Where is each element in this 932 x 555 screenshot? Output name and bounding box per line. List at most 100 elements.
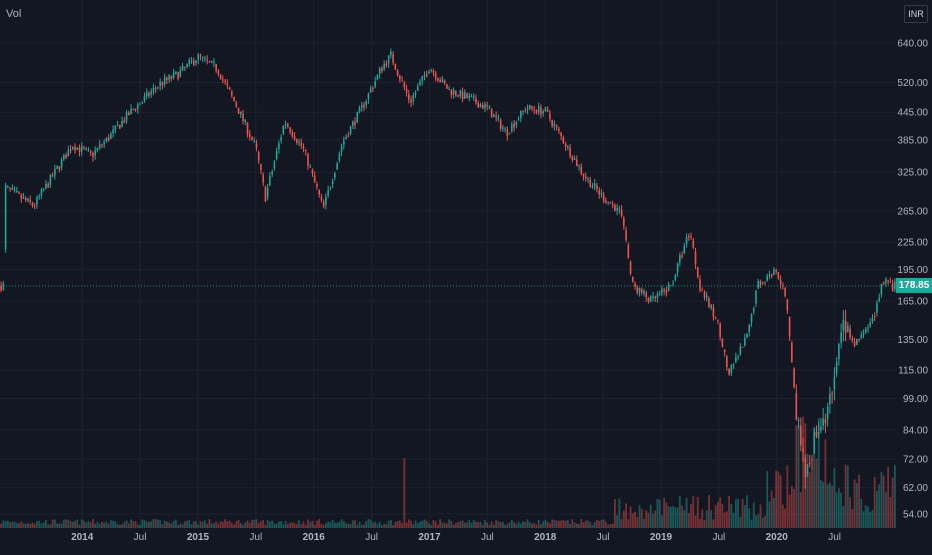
currency-badge[interactable]: INR	[904, 5, 928, 23]
candle-body	[649, 296, 652, 302]
volume-bar	[672, 506, 675, 528]
candle-body	[692, 240, 695, 248]
candle-body	[856, 339, 858, 345]
volume-bar	[105, 521, 108, 528]
candle-body	[634, 283, 636, 287]
volume-bar	[316, 520, 318, 528]
candle-body	[392, 54, 394, 63]
price-axis[interactable]: 640.00 520.00 445.00 385.00 325.00 265.00 225.…	[897, 39, 928, 521]
volume-bar	[867, 506, 869, 528]
candle-body	[703, 292, 706, 297]
candle-body	[313, 175, 316, 182]
candle-body	[457, 94, 459, 97]
candle-body	[217, 70, 220, 75]
volume-bar	[257, 523, 260, 528]
volume-bar	[781, 504, 784, 528]
volume-bar	[761, 517, 764, 528]
volume-bar	[452, 524, 455, 528]
volume-bar	[562, 519, 565, 528]
candle-body	[773, 269, 775, 275]
volume-bar	[613, 499, 616, 528]
candle-body	[381, 68, 383, 72]
candle-body	[842, 319, 845, 331]
volume-bar	[165, 521, 168, 528]
candle-body	[181, 66, 184, 71]
candle-body	[567, 145, 569, 148]
candle-body	[623, 218, 625, 227]
volume-bar	[685, 498, 688, 528]
volume-bar	[264, 524, 267, 528]
volume-bar	[295, 523, 298, 528]
candle-body	[432, 70, 435, 73]
price-tick-label: 325.00	[897, 168, 928, 179]
candle-body	[717, 319, 719, 321]
candle-body	[582, 173, 585, 177]
price-tick-label: 445.00	[897, 108, 928, 119]
volume-bar	[490, 521, 493, 528]
candle-body	[240, 111, 242, 115]
candle-body	[376, 74, 379, 80]
candle-body	[123, 120, 126, 123]
candle-body	[331, 181, 334, 185]
price-tick-label: 640.00	[897, 39, 928, 50]
volume-bar	[656, 498, 659, 528]
volume-bar	[537, 519, 540, 528]
candle-body	[340, 146, 343, 152]
volume-bar	[197, 524, 200, 528]
candle-body	[215, 63, 217, 71]
candle-body	[455, 91, 457, 96]
volume-bar	[51, 519, 54, 528]
candle-body	[598, 190, 600, 195]
candle-body	[779, 279, 782, 285]
time-tick-label: 2018	[534, 532, 557, 543]
volume-bar	[629, 506, 632, 528]
volume-bar	[786, 465, 789, 528]
volume-bar	[369, 519, 372, 528]
candle-body	[764, 281, 766, 283]
time-tick-label: Jul	[249, 532, 262, 543]
candle-body	[298, 141, 300, 143]
volume-bar	[602, 519, 605, 528]
volume-bar	[340, 519, 343, 528]
volume-bar	[468, 520, 471, 528]
candle-body	[735, 357, 737, 363]
time-tick-label: Jul	[134, 532, 147, 543]
candle-body	[676, 263, 679, 273]
volume-bar	[481, 524, 484, 528]
candle-body	[555, 125, 558, 128]
candle-body	[627, 244, 630, 258]
candle-body	[876, 303, 878, 313]
candle-body	[2, 283, 5, 290]
volume-bar	[284, 521, 287, 528]
candle-body	[739, 347, 742, 355]
candle-body	[280, 137, 282, 141]
candle-body	[38, 196, 40, 198]
candle-body	[643, 291, 645, 294]
volume-bar	[62, 519, 65, 528]
candle-body	[450, 89, 453, 96]
volume-bar	[692, 496, 695, 528]
volume-bar	[356, 524, 359, 528]
candle-body	[614, 205, 616, 212]
candle-body	[199, 55, 202, 57]
volume-bar	[719, 497, 722, 528]
candle-body	[757, 281, 760, 289]
volume-bar	[244, 522, 247, 528]
candle-body	[76, 147, 79, 150]
volume-bar	[307, 519, 309, 528]
volume-bar	[327, 521, 330, 528]
candle-body	[51, 175, 54, 177]
time-axis[interactable]: 2014 Jul 2015 Jul 2016 Jul 2017 Jul 2018 Jul 2019 J…	[71, 532, 841, 543]
volume-bar	[486, 522, 489, 528]
time-tick-label: Jul	[481, 532, 494, 543]
volume-bar	[658, 499, 661, 528]
volume-bar	[398, 520, 401, 528]
volume-bar	[67, 519, 70, 528]
candle-body	[107, 137, 110, 141]
volume-bar	[591, 524, 594, 528]
candle-body	[840, 332, 842, 343]
candle-body	[190, 60, 193, 62]
volume-bar	[522, 521, 524, 528]
